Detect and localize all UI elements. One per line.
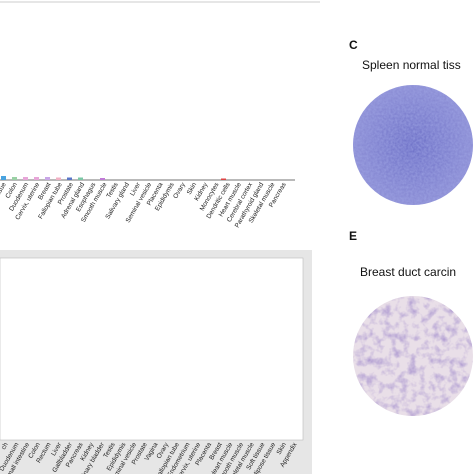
panel-title: Breast duct carcin [360,265,456,279]
plot-area [0,257,304,441]
category-label: Ovary [172,181,187,200]
bar [45,177,50,180]
tissue-texture [353,85,473,205]
tiny-bars [1,176,226,180]
bar [221,178,226,180]
bar [12,177,17,180]
bar [34,177,39,180]
panel-title: Spleen normal tiss [362,58,461,72]
bar [23,177,28,180]
tissue-texture [353,296,473,416]
bar [1,176,6,180]
bar [100,178,105,180]
bar [67,177,72,180]
bar [56,177,61,180]
category-label: ch [0,441,10,451]
bar [78,177,83,180]
panel-letter: E [349,229,357,243]
panel-letter: C [349,38,358,52]
category-label: Tissue [0,181,8,201]
